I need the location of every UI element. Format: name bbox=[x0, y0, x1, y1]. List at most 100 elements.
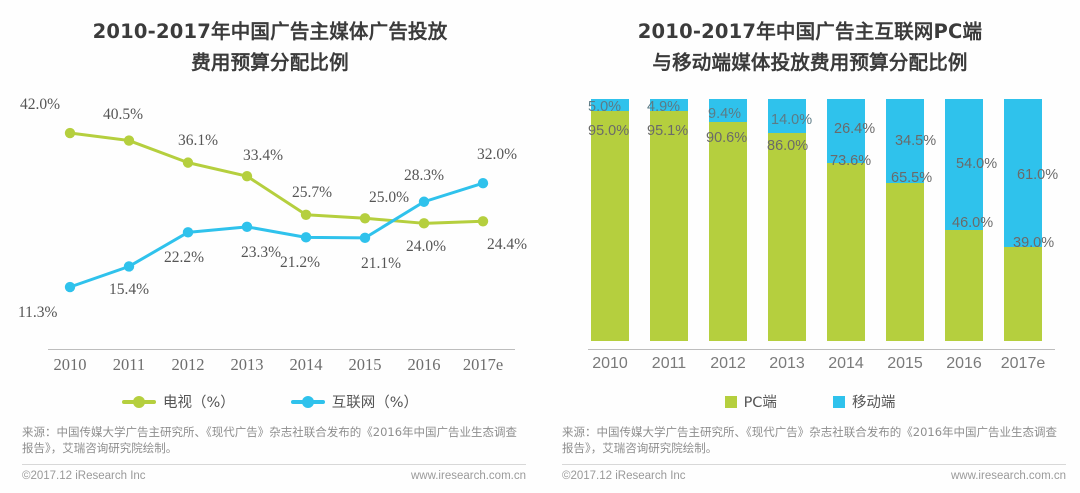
data-point[interactable] bbox=[300, 209, 312, 220]
x-tick-2015: 2015 bbox=[348, 355, 382, 374]
left-legend: 电视（%） 互联网（%） bbox=[0, 391, 540, 412]
bar-value-label-mobile: 4.9% bbox=[647, 99, 681, 115]
right-legend: PC端 移动端 bbox=[540, 391, 1080, 412]
x-tick-2012: 2012 bbox=[171, 355, 205, 374]
line-series-internet bbox=[68, 181, 485, 289]
line-value-label: 42.0% bbox=[20, 96, 61, 114]
line-value-label: 36.1% bbox=[178, 131, 219, 149]
line-value-label: 24.4% bbox=[487, 236, 528, 254]
legend-label-tv: 电视（%） bbox=[162, 395, 235, 411]
legend-label-pc: PC端 bbox=[743, 395, 777, 411]
line-value-label: 28.3% bbox=[404, 166, 445, 184]
bar-segment-pc[interactable] bbox=[1004, 246, 1042, 341]
x-tick-2013: 2013 bbox=[769, 355, 805, 372]
line-value-label: 15.4% bbox=[109, 281, 150, 299]
tv-line-swatch-icon bbox=[121, 395, 156, 408]
bar-value-label-mobile: 5.0% bbox=[588, 99, 622, 115]
bar-segment-pc[interactable] bbox=[827, 162, 865, 341]
bar-segment-pc[interactable] bbox=[650, 110, 688, 341]
left-plot-area bbox=[0, 90, 540, 350]
bar-column-2011[interactable] bbox=[650, 99, 688, 341]
bar-value-label-mobile: 26.4% bbox=[834, 121, 876, 137]
data-point[interactable] bbox=[64, 127, 76, 139]
legend-item-pc[interactable]: PC端 bbox=[724, 391, 777, 412]
pc-square-swatch-icon bbox=[724, 395, 737, 408]
data-point[interactable] bbox=[418, 218, 430, 229]
bar-segment-mobile[interactable] bbox=[827, 99, 865, 163]
bar-segment-mobile[interactable] bbox=[1004, 99, 1042, 247]
left-x-axis-labels: 2010 2011 2012 2013 2014 2015 2016 2017e bbox=[0, 355, 540, 379]
data-point[interactable] bbox=[418, 196, 430, 207]
right-x-axis-line bbox=[588, 349, 1055, 350]
bar-segment-mobile[interactable] bbox=[591, 99, 629, 112]
right-title-line-1: 2010-2017年中国广告主互联网PC端 bbox=[637, 20, 983, 43]
bar-segment-pc[interactable] bbox=[709, 121, 747, 341]
bar-column-2016[interactable] bbox=[945, 99, 983, 341]
data-point[interactable] bbox=[123, 135, 135, 146]
line-value-label: 33.4% bbox=[243, 147, 284, 165]
data-point[interactable] bbox=[477, 177, 489, 189]
bar-value-label-pc: 46.0% bbox=[952, 215, 994, 231]
legend-item-tv[interactable]: 电视（%） bbox=[121, 391, 235, 412]
line-value-label: 24.0% bbox=[406, 238, 447, 256]
bar-column-2015[interactable] bbox=[886, 99, 924, 341]
bar-value-label-pc: 86.0% bbox=[767, 138, 809, 154]
left-chart-panel: 2010-2017年中国广告主媒体广告投放 费用预算分配比例 42.0% 40.5… bbox=[0, 16, 540, 482]
bar-column-2013[interactable] bbox=[768, 99, 806, 341]
left-source-note: 来源：中国传媒大学广告主研究所、《现代广告》杂志社联合发布的《2016年中国广告… bbox=[22, 425, 518, 455]
left-title-line-2: 费用预算分配比例 bbox=[191, 51, 349, 74]
x-tick-2015: 2015 bbox=[887, 355, 923, 372]
data-point[interactable] bbox=[300, 232, 312, 243]
right-website[interactable]: www.iresearch.com.cn bbox=[950, 470, 1066, 482]
legend-item-mobile[interactable]: 移动端 bbox=[832, 391, 895, 412]
bar-segment-mobile[interactable] bbox=[945, 99, 983, 230]
data-point[interactable] bbox=[359, 232, 371, 244]
x-tick-2016: 2016 bbox=[946, 355, 982, 372]
right-copyright: ©2017.12 iResearch Inc bbox=[562, 470, 686, 482]
left-footer-divider bbox=[22, 464, 526, 465]
bar-value-label-pc: 90.6% bbox=[706, 130, 748, 146]
x-tick-2016: 2016 bbox=[407, 355, 441, 374]
line-value-label: 25.0% bbox=[369, 189, 410, 207]
legend-item-internet[interactable]: 互联网（%） bbox=[290, 391, 419, 412]
right-x-axis-labels: 2010 2011 2012 2013 2014 2015 2016 2017e bbox=[540, 355, 1080, 379]
data-point[interactable] bbox=[477, 216, 489, 227]
line-value-label: 23.3% bbox=[241, 243, 282, 261]
bar-segment-mobile[interactable] bbox=[709, 99, 747, 122]
data-point[interactable] bbox=[182, 157, 194, 168]
left-footer: ©2017.12 iResearch Inc www.iresearch.com… bbox=[22, 470, 526, 482]
data-point[interactable] bbox=[182, 227, 194, 238]
bar-segment-pc[interactable] bbox=[768, 132, 806, 341]
data-point[interactable] bbox=[241, 170, 253, 182]
bar-column-2010[interactable] bbox=[591, 99, 629, 341]
bar-segment-mobile[interactable] bbox=[768, 99, 806, 133]
line-value-label: 32.0% bbox=[477, 146, 518, 164]
data-point[interactable] bbox=[64, 281, 76, 293]
bar-segment-pc[interactable] bbox=[945, 229, 983, 341]
bar-segment-mobile[interactable] bbox=[886, 99, 924, 183]
x-tick-2014: 2014 bbox=[828, 355, 864, 372]
bar-value-label-mobile: 54.0% bbox=[956, 156, 998, 172]
bar-segment-pc[interactable] bbox=[886, 182, 924, 341]
legend-label-internet: 互联网（%） bbox=[331, 395, 419, 411]
data-point[interactable] bbox=[241, 221, 253, 233]
x-tick-2017e: 2017e bbox=[1000, 355, 1046, 372]
right-chart-panel: 2010-2017年中国广告主互联网PC端 与移动端媒体投放费用预算分配比例 9… bbox=[540, 0, 1080, 493]
bar-segment-mobile[interactable] bbox=[650, 99, 688, 111]
bar-value-label-mobile: 34.5% bbox=[895, 133, 937, 149]
right-plot-area bbox=[540, 90, 1080, 350]
bar-column-2014[interactable] bbox=[827, 99, 865, 341]
data-point[interactable] bbox=[123, 261, 135, 272]
line-chart-canvas bbox=[64, 127, 489, 293]
bar-column-2017e[interactable] bbox=[1004, 99, 1042, 341]
bar-value-label-mobile: 9.4% bbox=[708, 106, 742, 122]
line-series-tv bbox=[68, 131, 485, 225]
left-chart-title: 2010-2017年中国广告主媒体广告投放 费用预算分配比例 bbox=[0, 16, 540, 78]
data-point[interactable] bbox=[359, 213, 371, 224]
line-value-label: 21.2% bbox=[280, 254, 321, 272]
bar-segment-pc[interactable] bbox=[591, 111, 629, 341]
bar-column-2012[interactable] bbox=[709, 99, 747, 341]
line-value-label: 21.1% bbox=[361, 254, 402, 272]
left-website[interactable]: www.iresearch.com.cn bbox=[410, 470, 526, 482]
x-tick-2014: 2014 bbox=[289, 355, 323, 374]
